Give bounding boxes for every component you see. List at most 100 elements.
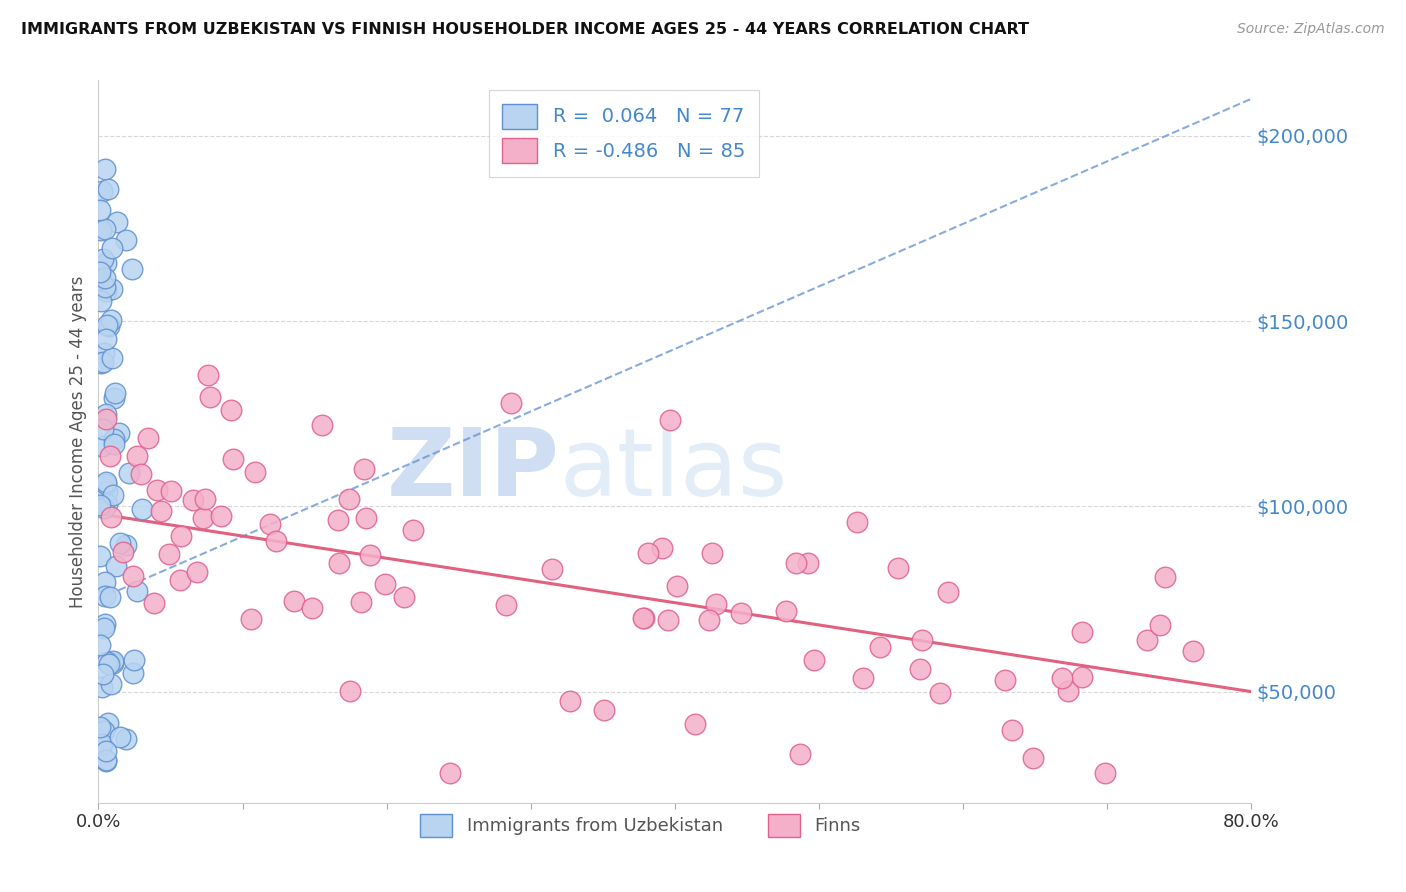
Point [89,261,111,276]
Point [101,241,124,255]
Point [96,318,118,333]
Point [114,233,136,247]
Point [1136,633,1159,648]
Point [700,546,723,560]
Point [704,598,727,612]
Point [96,285,118,299]
Point [219,403,242,417]
Point [146,483,169,497]
Point [359,549,381,563]
Point [90,223,112,237]
Point [328,557,350,571]
Point [94,332,117,346]
Point [111,544,134,558]
Point [89,269,111,284]
Point [104,559,127,574]
Point [91,439,114,453]
Point [194,492,217,507]
Point [124,653,146,667]
Point [89,271,111,285]
Point [131,501,153,516]
Point [93,280,115,294]
Point [633,611,655,625]
Point [96,497,118,511]
Point [697,613,720,627]
Point [339,683,361,698]
Point [301,600,323,615]
Point [129,467,152,481]
Point [392,591,415,605]
Point [100,282,122,296]
Point [103,391,125,405]
Point [89,498,111,512]
Point [94,271,117,285]
Point [560,694,582,708]
Point [350,595,373,609]
Point [94,617,117,632]
Point [100,312,122,326]
Point [439,766,461,780]
Point [103,657,125,671]
Point [353,462,375,476]
Point [283,594,305,608]
Point [637,546,659,560]
Point [239,612,262,626]
Point [98,449,121,463]
Point [796,556,818,570]
Point [91,680,114,694]
Point [91,422,114,436]
Point [683,716,706,731]
Point [657,613,679,627]
Point [169,573,191,587]
Point [259,517,281,532]
Point [96,476,118,491]
Point [89,720,111,734]
Point [1001,723,1024,737]
Point [100,351,122,366]
Point [89,265,111,279]
Point [93,355,115,369]
Point [91,252,114,266]
Point [115,731,138,746]
Point [222,452,245,467]
Point [908,662,931,676]
Point [659,413,682,427]
Point [93,345,115,359]
Point [97,182,120,196]
Text: Source: ZipAtlas.com: Source: ZipAtlas.com [1237,22,1385,37]
Point [108,426,131,441]
Point [846,516,869,530]
Point [94,256,117,270]
Point [98,319,121,334]
Point [1022,750,1045,764]
Point [104,385,127,400]
Point [136,431,159,445]
Point [326,513,349,527]
Point [1182,644,1205,658]
Point [495,598,517,612]
Point [90,738,112,752]
Point [1071,624,1094,639]
Text: ZIP: ZIP [387,425,560,516]
Point [181,493,204,508]
Point [193,511,215,525]
Point [103,432,125,446]
Point [94,162,117,177]
Point [93,501,115,516]
Point [105,215,128,229]
Point [186,565,208,579]
Point [143,596,166,610]
Point [93,621,115,635]
Point [96,484,118,499]
Legend: Immigrants from Uzbekistan, Finns: Immigrants from Uzbekistan, Finns [412,806,869,845]
Point [125,449,148,463]
Point [499,396,522,410]
Point [911,633,934,648]
Point [91,184,114,198]
Point [785,556,807,570]
Point [209,508,232,523]
Point [994,673,1017,688]
Point [94,589,117,603]
Point [91,667,114,681]
Point [89,638,111,652]
